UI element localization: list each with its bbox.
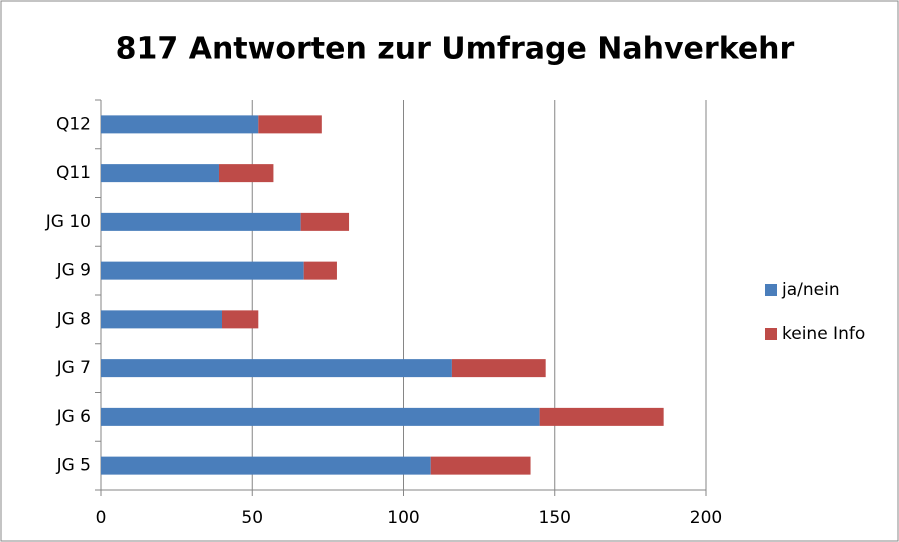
bar: [451, 359, 546, 378]
bar: [101, 359, 452, 378]
legend-label: ja/nein: [781, 280, 840, 300]
bar: [101, 212, 301, 231]
x-tick-label: 100: [387, 508, 419, 528]
bar: [539, 407, 664, 426]
bar: [430, 456, 531, 475]
bar: [303, 261, 337, 280]
chart-title: 817 Antworten zur Umfrage Nahverkehr: [116, 32, 795, 67]
y-tick-label: JG 8: [56, 309, 91, 329]
bar: [222, 310, 259, 329]
x-tick-label: 200: [690, 508, 722, 528]
bar: [101, 164, 219, 183]
x-tick-label: 0: [96, 508, 107, 528]
bar: [101, 310, 222, 329]
y-tick-label: JG 10: [45, 212, 91, 232]
bar: [101, 261, 304, 280]
x-tick-label: 50: [241, 508, 263, 528]
legend-label: keine Info: [782, 324, 865, 344]
bar: [101, 115, 259, 134]
y-tick-label: JG 6: [56, 407, 91, 427]
y-tick-label: JG 7: [56, 358, 91, 378]
y-tick-label: Q12: [56, 114, 91, 134]
y-tick-label: JG 9: [56, 261, 91, 281]
legend-swatch: [765, 284, 777, 296]
bar: [218, 164, 274, 183]
y-tick-label: JG 5: [56, 456, 91, 476]
bar: [101, 407, 540, 426]
x-tick-label: 150: [539, 508, 571, 528]
bar: [300, 212, 350, 231]
bar: [258, 115, 322, 134]
legend-swatch: [765, 328, 777, 340]
y-tick-label: Q11: [56, 163, 91, 183]
bar: [101, 456, 431, 475]
